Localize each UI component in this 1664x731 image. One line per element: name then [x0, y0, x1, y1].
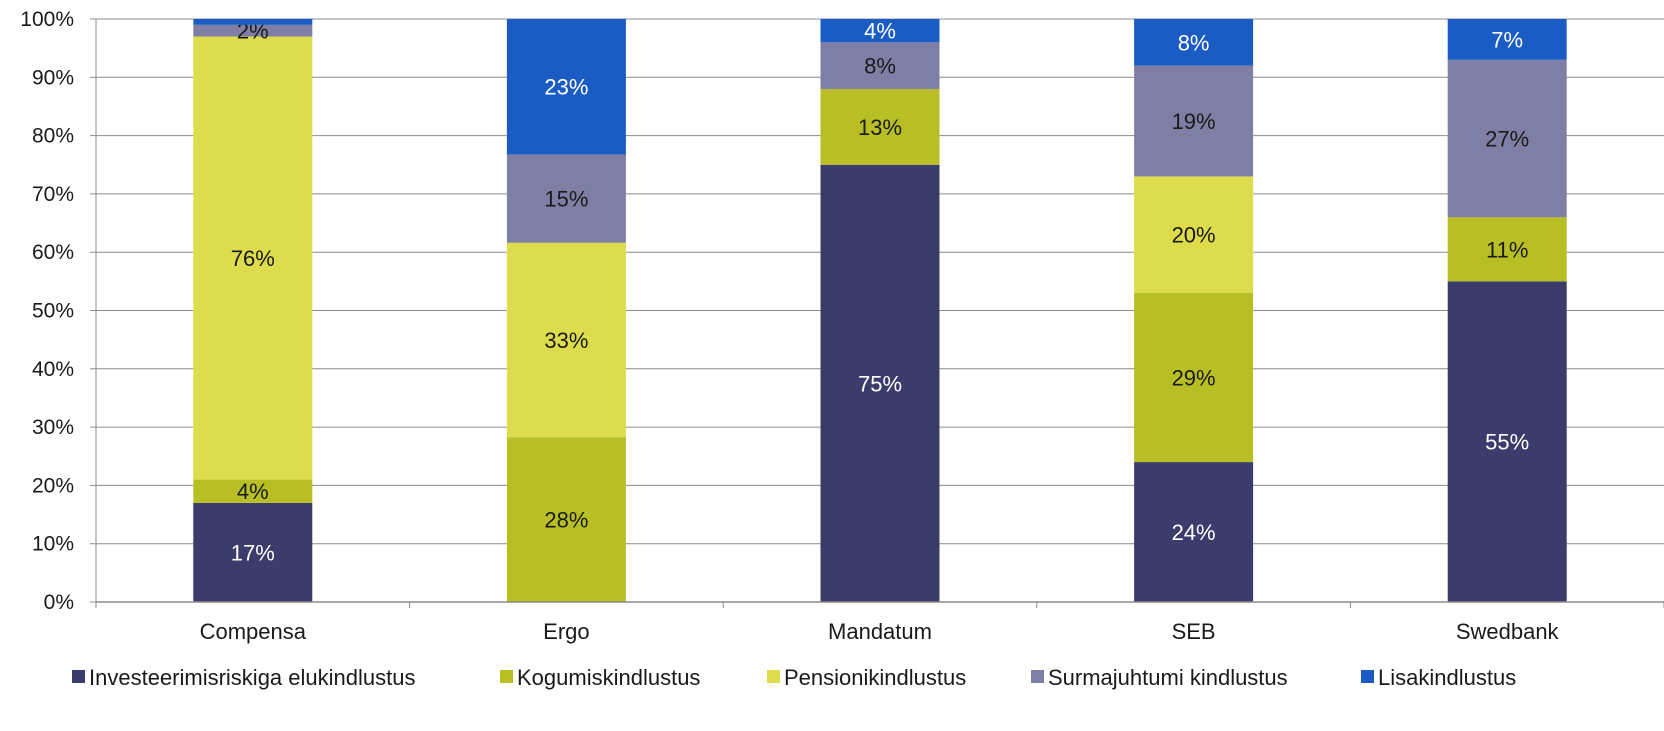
- bar-segment: [1447, 217, 1567, 282]
- legend: Investeerimisriskiga elukindlustus Kogumi…: [72, 665, 1516, 690]
- bar-segment: [193, 502, 313, 602]
- data-label: 28%: [544, 508, 588, 533]
- bar-segment: [193, 24, 313, 37]
- y-tick-label: 40%: [32, 358, 74, 381]
- y-tick-label: 10%: [32, 533, 74, 556]
- data-label: 23%: [544, 75, 588, 100]
- bar-segment: [506, 154, 626, 243]
- x-tick-label: Ergo: [543, 619, 589, 644]
- data-label: 8%: [864, 54, 896, 79]
- bar-segment: [820, 42, 940, 89]
- data-label: 7%: [1491, 27, 1523, 52]
- data-label: 27%: [1485, 127, 1529, 152]
- x-tick-label: Mandatum: [828, 619, 932, 644]
- y-axis: 0% 10% 20% 30% 40% 50% 60% 70% 80% 90% 100%: [20, 8, 97, 614]
- y-tick-label: 90%: [32, 66, 74, 89]
- data-label: 19%: [1172, 109, 1216, 134]
- y-tick-label: 50%: [32, 300, 74, 323]
- data-label: 55%: [1485, 430, 1529, 455]
- legend-swatch: [500, 670, 513, 683]
- data-label: 13%: [858, 115, 902, 140]
- bar-segment: [1134, 176, 1254, 294]
- legend-label: Lisakindlustus: [1378, 665, 1516, 690]
- x-tick-label: Swedbank: [1456, 619, 1560, 644]
- bar-segment: [1447, 59, 1567, 218]
- bars: 17%4%76%2%28%33%15%23%75%13%8%4%24%29%20…: [193, 19, 1567, 602]
- bar-segment: [506, 437, 626, 602]
- bar-segment: [820, 19, 940, 43]
- y-tick-label: 70%: [32, 183, 74, 206]
- legend-swatch: [1361, 670, 1374, 683]
- data-label: 8%: [1178, 30, 1210, 55]
- y-tick-label: 30%: [32, 416, 74, 439]
- bar-segment: [506, 242, 626, 438]
- data-label: 75%: [858, 371, 902, 396]
- x-tick-label: SEB: [1172, 619, 1216, 644]
- data-label: 15%: [544, 187, 588, 212]
- bar-segment: [1134, 19, 1254, 66]
- data-label: 29%: [1172, 366, 1216, 391]
- bar-segment: [1134, 65, 1254, 177]
- y-tick-label: 0%: [44, 591, 74, 614]
- y-tick-label: 60%: [32, 241, 74, 264]
- bar-segment: [506, 19, 626, 155]
- bar-segment: [1134, 462, 1254, 602]
- legend-swatch: [767, 670, 780, 683]
- data-label: 33%: [544, 328, 588, 353]
- x-axis: Compensa Ergo Mandatum SEB Swedbank: [95, 601, 1664, 644]
- data-label: 24%: [1172, 520, 1216, 545]
- data-label: 4%: [237, 479, 269, 504]
- bar-segment: [1134, 293, 1254, 463]
- data-label: 17%: [231, 540, 275, 565]
- legend-swatch: [72, 670, 85, 683]
- legend-label: Kogumiskindlustus: [517, 665, 700, 690]
- bar-segment: [193, 19, 313, 25]
- data-label: 20%: [1172, 223, 1216, 248]
- bar-segment: [1447, 281, 1567, 602]
- bar-segment: [193, 479, 313, 503]
- bar-segment: [193, 36, 313, 480]
- bar-segment: [1447, 19, 1567, 60]
- x-tick-label: Compensa: [200, 619, 307, 644]
- legend-label: Investeerimisriskiga elukindlustus: [89, 665, 415, 690]
- bar-segment: [820, 164, 940, 602]
- data-label: 76%: [231, 246, 275, 271]
- data-label: 11%: [1486, 237, 1528, 262]
- y-tick-label: 80%: [32, 125, 74, 148]
- y-tick-label: 100%: [20, 8, 74, 31]
- y-tick-label: 20%: [32, 474, 74, 497]
- legend-label: Pensionikindlustus: [784, 665, 966, 690]
- data-label: 4%: [864, 19, 896, 44]
- legend-swatch: [1031, 670, 1044, 683]
- bar-segment: [820, 88, 940, 165]
- legend-label: Surmajuhtumi kindlustus: [1048, 665, 1288, 690]
